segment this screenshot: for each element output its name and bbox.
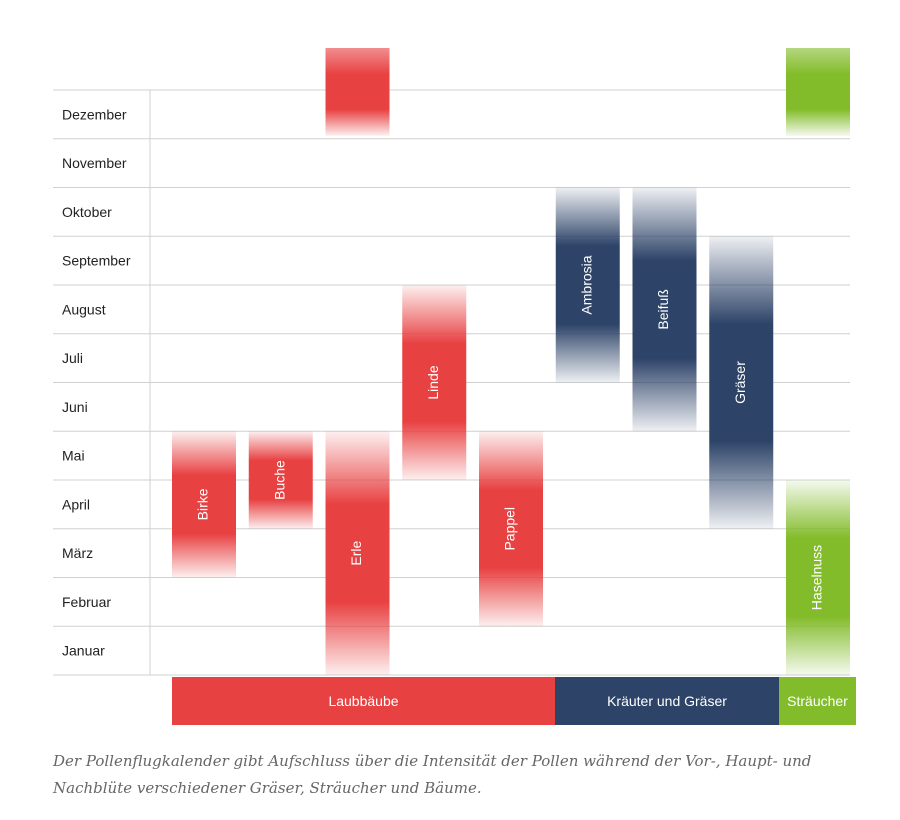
bar-pappel: [479, 431, 543, 627]
bar-linde: [402, 285, 467, 480]
bar-erle: [325, 48, 390, 136]
chart-caption: Der Pollenflugkalender gibt Aufschluss ü…: [53, 752, 812, 797]
bar-label: Pappel: [502, 507, 518, 551]
bar-label: Birke: [195, 488, 211, 520]
bar-ambrosia: [555, 187, 620, 383]
month-label: April: [62, 496, 90, 512]
month-label: Juni: [62, 399, 88, 415]
month-label: November: [62, 155, 127, 171]
category-label: Kräuter und Gräser: [607, 693, 727, 709]
category-label: Sträucher: [787, 693, 848, 709]
month-label: Januar: [62, 643, 105, 659]
bar-label: Gräser: [732, 361, 748, 404]
pollen-calendar-chart: Januar Februar März April Mai Juni Juli August S…: [53, 48, 856, 725]
bar-birke: [172, 431, 236, 578]
bar-label: Buche: [271, 460, 287, 500]
bar-haselnuss: [786, 480, 850, 675]
month-label: Juli: [62, 350, 83, 366]
category-band: [779, 677, 856, 725]
month-label: August: [62, 301, 106, 317]
month-label: Dezember: [62, 106, 127, 122]
bar-label: Haselnuss: [809, 545, 825, 610]
month-label: Februar: [62, 594, 111, 610]
month-label: September: [62, 253, 131, 269]
bar-haselnuss: [786, 48, 850, 136]
bar-label: Ambrosia: [578, 255, 594, 314]
bar-buche: [248, 431, 313, 529]
month-label: Mai: [62, 448, 85, 464]
bar-label: Linde: [425, 365, 441, 399]
category-label: Laubbäube: [328, 693, 398, 709]
bar-beifuß: [632, 187, 697, 432]
category-band: [555, 677, 779, 725]
month-label: März: [62, 545, 93, 561]
month-label: Oktober: [62, 204, 112, 220]
category-band: [172, 677, 555, 725]
bar-gräser: [709, 236, 774, 529]
bar-label: Erle: [348, 540, 364, 565]
bar-erle: [325, 431, 390, 675]
bar-label: Beifuß: [655, 289, 671, 329]
